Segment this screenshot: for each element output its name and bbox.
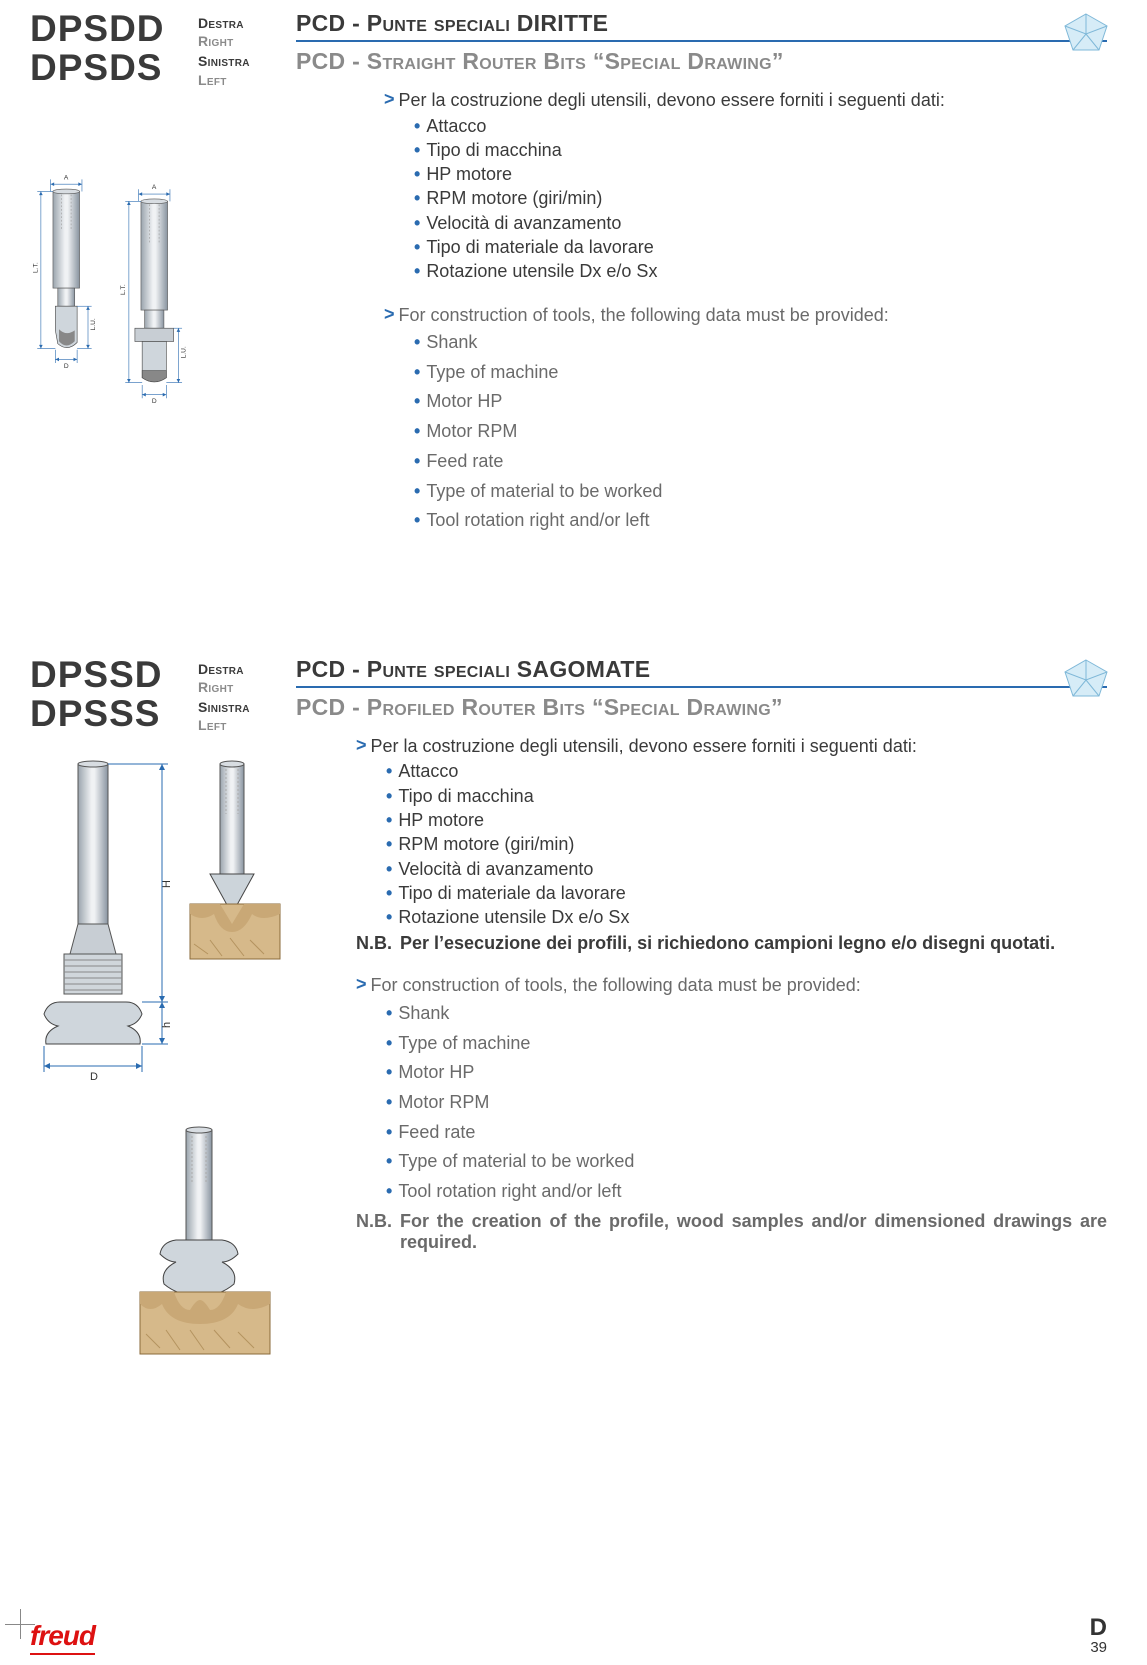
left-label: Left (198, 71, 288, 89)
dim-D-2: D (151, 398, 156, 405)
diagram-bit-1: A L.T. L.U. (30, 108, 103, 438)
sinistra-label-2: Sinistra (198, 698, 288, 716)
diamond-icon (1059, 10, 1113, 58)
body-en-2: > For construction of tools, the followi… (356, 974, 1107, 1252)
codes-col-2: DPSSD DPSSS H (30, 656, 190, 1384)
dim-H: H (161, 880, 173, 888)
right-label: Right (198, 32, 288, 50)
dim-LT: L.T. (32, 262, 39, 273)
title-en-2: PCD - Profiled Router Bits “Special Draw… (296, 694, 1107, 721)
destra-label-2: Destra (198, 660, 288, 678)
dim-LU: L.U. (90, 318, 97, 330)
content-col: PCD - Punte speciali DIRITTE PCD - Strai… (296, 10, 1107, 536)
page-number: 39 (1090, 1640, 1107, 1655)
sinistra-label: Sinistra (198, 52, 288, 70)
chevron-icon: > (356, 974, 367, 995)
diamond-icon (1059, 656, 1113, 704)
page-tag: D 39 (1090, 1616, 1107, 1655)
bullets-it: •Attacco •Tipo di macchina •HP motore •R… (414, 114, 1107, 284)
intro-it: Per la costruzione degli utensili, devon… (399, 89, 945, 112)
dim-LT-2: L.T. (120, 284, 127, 295)
title-it: PCD - Punte speciali DIRITTE (296, 10, 1107, 37)
destra-label: Destra (198, 14, 288, 32)
thread (64, 954, 122, 994)
direction-col-2: Destra Right Sinistra Left (198, 656, 288, 1384)
title-rule (296, 40, 1107, 42)
intro-en: For construction of tools, the following… (399, 304, 889, 327)
nb-it: N.B. Per l’esecuzione dei profili, si ri… (356, 933, 1107, 954)
product-code-1: DPSDD (30, 10, 190, 49)
body-en: > For construction of tools, the followi… (384, 304, 1107, 536)
title-rule-2 (296, 686, 1107, 688)
left-label-2: Left (198, 716, 288, 734)
brand-logo: freud (30, 1620, 95, 1655)
intro-en-2: For construction of tools, the following… (371, 974, 861, 997)
diagrams-straight: A L.T. L.U. (30, 108, 190, 488)
dim-A-2: A (151, 184, 156, 191)
intro-it-2: Per la costruzione degli utensili, devon… (371, 735, 917, 758)
dim-A: A (64, 174, 69, 181)
body-it-2: > Per la costruzione degli utensili, dev… (356, 735, 1107, 955)
product-code-3: DPSSD (30, 656, 190, 695)
dim-LU-2: L.U. (180, 346, 187, 358)
dim-D-prof: D (90, 1071, 98, 1083)
product-code-2: DPSDS (30, 49, 190, 88)
body-it: > Per la costruzione degli utensili, dev… (384, 89, 1107, 284)
chevron-icon: > (384, 304, 395, 325)
right-label-2: Right (198, 678, 288, 696)
diagrams-profiled: H h D (30, 754, 190, 1384)
section-straight: DPSDD DPSDS A (30, 10, 1107, 536)
diagram-bit-2: A L.T. L.U. D (118, 108, 191, 488)
chevron-icon: > (356, 735, 367, 756)
bullets-en: •Shank •Type of machine •Motor HP •Motor… (414, 328, 1107, 536)
section-profiled: DPSSD DPSSS H (30, 656, 1107, 1384)
bullets-it-2: •Attacco •Tipo di macchina •HP motore •R… (386, 759, 1107, 929)
dim-h-small: h (161, 1021, 173, 1027)
dim-D: D (64, 363, 69, 370)
codes-col: DPSDD DPSDS A (30, 10, 190, 536)
chevron-icon: > (384, 89, 395, 110)
direction-col: Destra Right Sinistra Left (198, 10, 288, 536)
title-en: PCD - Straight Router Bits “Special Draw… (296, 48, 1107, 75)
product-code-4: DPSSS (30, 695, 190, 734)
content-col-2: PCD - Punte speciali SAGOMATE PCD - Prof… (296, 656, 1107, 1384)
title-it-2: PCD - Punte speciali SAGOMATE (296, 656, 1107, 683)
nb-en: N.B. For the creation of the profile, wo… (356, 1211, 1107, 1253)
title-block-2: PCD - Punte speciali SAGOMATE PCD - Prof… (296, 656, 1107, 721)
title-block: PCD - Punte speciali DIRITTE PCD - Strai… (296, 10, 1107, 75)
page-footer: freud D 39 (30, 1616, 1107, 1655)
section-letter: D (1090, 1616, 1107, 1640)
bullets-en-2: •Shank •Type of machine •Motor HP •Motor… (386, 999, 1107, 1207)
